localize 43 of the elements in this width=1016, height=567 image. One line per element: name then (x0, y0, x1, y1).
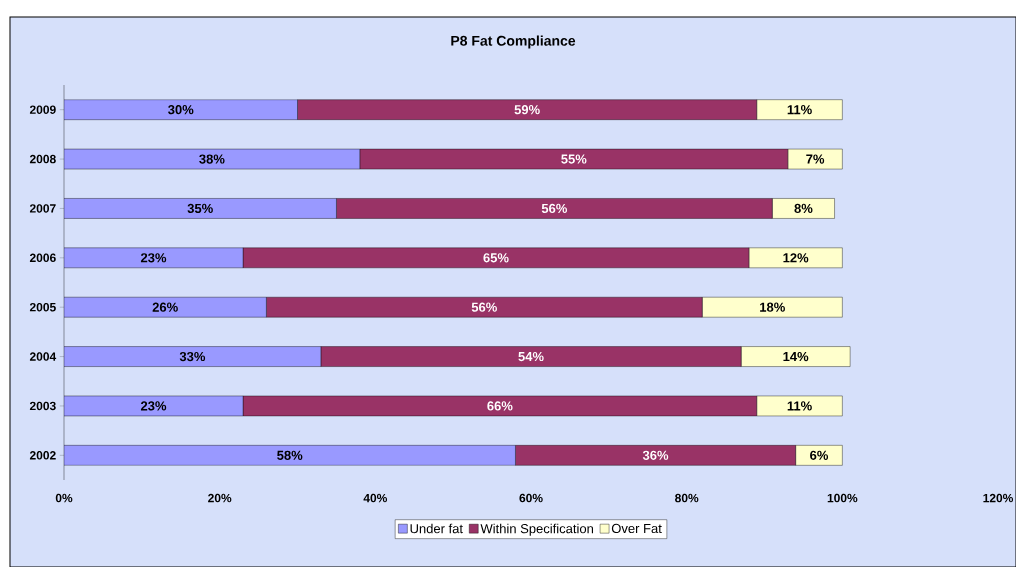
x-tick-label: 0% (55, 493, 73, 503)
y-tick-label: 2007 (29, 204, 56, 213)
y-tick-label: 2009 (29, 105, 56, 114)
y-tick-label: 2004 (29, 352, 57, 361)
x-tick-label: 80% (675, 493, 699, 503)
chart-title: P8 Fat Compliance (451, 35, 576, 49)
data-label: 35% (187, 203, 213, 214)
data-label: 33% (179, 351, 206, 362)
legend-label: Under fat (410, 523, 463, 534)
legend-label: Over Fat (611, 523, 662, 534)
data-label: 11% (787, 105, 812, 115)
x-tick-label: 40% (363, 493, 388, 503)
data-label: 11% (787, 401, 812, 411)
y-tick-label: 2005 (29, 302, 56, 312)
data-label: 65% (483, 253, 509, 263)
data-label: 56% (471, 302, 497, 312)
x-tick-label: 120% (983, 493, 1014, 503)
x-tick-label: 20% (208, 493, 232, 503)
legend-label: Within Specification (480, 523, 594, 536)
data-label: 18% (760, 302, 785, 312)
data-label: 38% (199, 154, 225, 164)
data-label: 30% (168, 105, 194, 115)
data-label: 23% (140, 401, 167, 411)
y-tick-label: 2003 (29, 401, 56, 411)
x-tick-label: 100% (827, 493, 858, 503)
data-label: 54% (518, 351, 544, 362)
data-label: 23% (140, 253, 167, 263)
data-label: 8% (794, 203, 813, 214)
data-label: 26% (152, 302, 178, 312)
data-label: 55% (561, 154, 587, 164)
y-tick-label: 2006 (29, 253, 56, 263)
y-tick-label: 2002 (29, 451, 56, 460)
data-label: 6% (810, 450, 829, 460)
data-label: 14% (783, 351, 809, 362)
data-label: 7% (806, 154, 825, 164)
data-label: 58% (277, 450, 303, 460)
data-label: 66% (487, 401, 513, 411)
x-tick-label: 60% (519, 493, 543, 503)
data-label: 36% (642, 450, 669, 460)
y-tick-label: 2008 (29, 154, 56, 164)
data-label: 56% (541, 203, 568, 214)
data-label: 12% (783, 253, 809, 263)
data-label: 59% (514, 105, 540, 115)
